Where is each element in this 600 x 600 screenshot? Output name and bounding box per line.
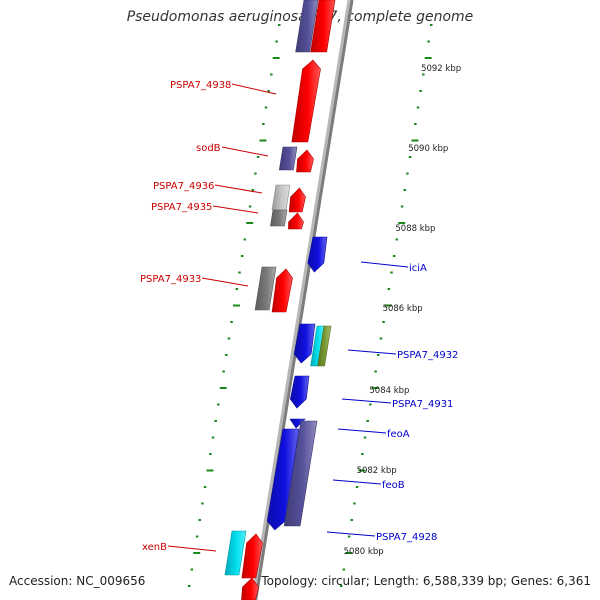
gene-blue-9 — [307, 236, 328, 273]
gene-red-21 — [241, 577, 259, 600]
left-label-leader — [167, 545, 217, 552]
right-gene-label: feoA — [387, 429, 410, 440]
right-label-leader — [337, 428, 387, 434]
right-gene-label: PSPA7_4932 — [397, 350, 458, 361]
gene-purple-3 — [278, 146, 298, 171]
gene-lightgrey-5 — [271, 184, 291, 211]
left-label-leader — [214, 184, 263, 194]
right-label-leader — [332, 479, 382, 485]
left-gene-label: xenB — [142, 542, 167, 553]
right-label-leader — [326, 531, 376, 537]
right-gene-label: PSPA7_4928 — [376, 532, 437, 543]
scale-tick-label: 5092 kbp — [421, 64, 461, 74]
left-label-leader — [212, 205, 259, 214]
right-gene-label: iciA — [409, 263, 427, 274]
gene-red-8 — [288, 212, 304, 230]
left-gene-label: PSPA7_4935 — [151, 202, 212, 213]
accession-text: Accession: NC_009656 — [9, 574, 146, 588]
gene-cyan-19 — [224, 530, 247, 576]
gene-olive-14 — [317, 325, 332, 367]
scale-tick-label: 5082 kbp — [357, 466, 397, 476]
tick-guides — [187, 24, 433, 587]
gene-blue-15 — [289, 375, 310, 409]
left-gene-label: sodB — [196, 143, 221, 154]
gene-purple-18 — [283, 420, 318, 527]
scale-tick-label: 5084 kbp — [369, 386, 409, 396]
scale-tick-label: 5086 kbp — [383, 304, 423, 314]
left-label-leader — [231, 83, 277, 95]
gene-blue-12 — [293, 323, 316, 364]
right-gene-label: PSPA7_4931 — [392, 399, 453, 410]
topology-text: Topology: circular; Length: 6,588,339 bp… — [261, 574, 591, 588]
scale-tick-label: 5080 kbp — [344, 547, 384, 557]
map-title: Pseudomonas aeruginosa PA7, complete gen… — [126, 9, 474, 25]
backbone-shadow — [251, 0, 351, 600]
gene-grey-10 — [254, 266, 277, 311]
left-gene-label: PSPA7_4938 — [170, 80, 231, 91]
right-label-leader — [341, 398, 392, 404]
gene-grey-7 — [270, 209, 288, 227]
gene-red-4 — [296, 149, 314, 173]
gene-purple-0 — [295, 0, 319, 53]
gene-red-6 — [288, 187, 306, 213]
left-gene-label: PSPA7_4936 — [153, 181, 214, 192]
gene-red-20 — [241, 533, 263, 579]
gene-red-2 — [291, 59, 321, 143]
gene-red-11 — [271, 268, 293, 313]
right-label-leader — [360, 261, 409, 268]
left-label-leader — [201, 277, 249, 287]
left-gene-label: PSPA7_4933 — [140, 274, 201, 285]
gene-features — [224, 0, 336, 600]
gene-red-1 — [310, 0, 336, 53]
scale-tick-label: 5090 kbp — [408, 144, 448, 154]
left-label-leader — [221, 146, 269, 157]
right-gene-label: feoB — [382, 480, 405, 491]
right-label-leader — [347, 349, 397, 355]
scale-tick-label: 5088 kbp — [395, 224, 435, 234]
gene-blue-17 — [266, 428, 300, 531]
